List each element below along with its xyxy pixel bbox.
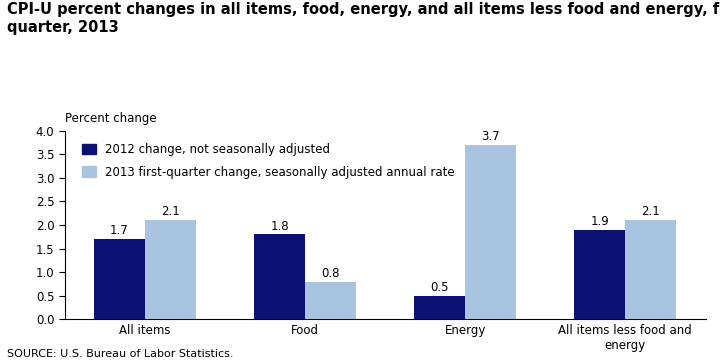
Text: 1.8: 1.8 xyxy=(270,220,289,233)
Text: 1.9: 1.9 xyxy=(590,215,609,228)
Text: 0.5: 0.5 xyxy=(431,281,449,294)
Bar xyxy=(305,282,356,319)
Text: quarter, 2013: quarter, 2013 xyxy=(7,20,119,35)
Bar xyxy=(94,239,145,319)
Text: CPI-U percent changes in all items, food, energy, and all items less food and en: CPI-U percent changes in all items, food… xyxy=(7,2,720,17)
Bar xyxy=(254,234,305,319)
Text: 2.1: 2.1 xyxy=(161,205,180,219)
Bar xyxy=(625,220,677,319)
Text: Percent change: Percent change xyxy=(65,112,156,125)
Legend: 2012 change, not seasonally adjusted, 2013 first-quarter change, seasonally adju: 2012 change, not seasonally adjusted, 20… xyxy=(77,138,460,183)
Bar xyxy=(414,296,465,319)
Bar xyxy=(465,145,516,319)
Bar xyxy=(574,230,625,319)
Text: SOURCE: U.S. Bureau of Labor Statistics.: SOURCE: U.S. Bureau of Labor Statistics. xyxy=(7,349,234,359)
Text: 1.7: 1.7 xyxy=(110,224,129,237)
Text: 0.8: 0.8 xyxy=(322,267,340,280)
Text: 3.7: 3.7 xyxy=(482,130,500,143)
Text: 2.1: 2.1 xyxy=(642,205,660,219)
Bar xyxy=(145,220,197,319)
